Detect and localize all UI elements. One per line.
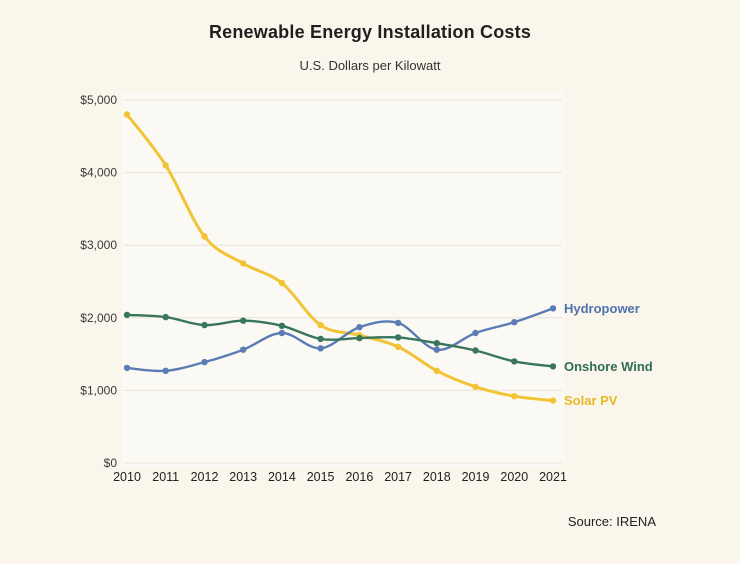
data-point-onshore-wind <box>549 363 557 370</box>
y-tick-label: $0 <box>104 456 118 470</box>
x-tick-label: 2016 <box>345 470 373 484</box>
x-tick-label: 2019 <box>462 470 490 484</box>
data-point-hydropower <box>240 346 247 353</box>
data-point-solar-pv <box>162 162 169 169</box>
data-point-hydropower <box>472 329 479 337</box>
x-tick-label: 2020 <box>500 470 528 484</box>
data-point-hydropower <box>511 319 518 326</box>
data-point-onshore-wind <box>240 317 247 324</box>
data-point-hydropower <box>549 305 557 312</box>
x-tick-label: 2014 <box>268 470 296 484</box>
data-point-hydropower <box>394 319 402 327</box>
data-point-onshore-wind <box>317 335 324 343</box>
data-point-solar-pv <box>317 321 324 329</box>
x-tick-label: 2015 <box>307 470 335 484</box>
y-tick-label: $3,000 <box>80 238 117 252</box>
data-point-hydropower <box>433 346 440 353</box>
data-point-hydropower <box>123 364 131 372</box>
data-point-onshore-wind <box>433 340 440 347</box>
data-point-solar-pv <box>511 393 518 400</box>
series-label-onshore-wind: Onshore Wind <box>564 359 653 374</box>
chart-subtitle: U.S. Dollars per Kilowatt <box>299 58 441 73</box>
x-tick-label: 2012 <box>191 470 219 484</box>
data-point-solar-pv <box>278 279 286 287</box>
data-point-onshore-wind <box>394 334 402 341</box>
series-label-hydropower: Hydropower <box>564 301 640 316</box>
x-tick-label: 2018 <box>423 470 451 484</box>
data-point-hydropower <box>356 324 363 331</box>
chart-source: Source: IRENA <box>567 514 656 529</box>
data-point-solar-pv <box>201 233 208 240</box>
y-tick-label: $1,000 <box>80 383 117 397</box>
data-point-hydropower <box>278 329 286 337</box>
data-point-onshore-wind <box>356 334 363 342</box>
y-tick-label: $5,000 <box>80 93 117 107</box>
y-tick-label: $2,000 <box>80 311 117 325</box>
data-point-onshore-wind <box>511 358 518 365</box>
data-point-hydropower <box>201 358 208 366</box>
x-tick-label: 2011 <box>152 470 179 484</box>
data-point-onshore-wind <box>278 322 286 329</box>
series-label-solar-pv: Solar PV <box>564 393 618 408</box>
data-point-solar-pv <box>472 383 479 390</box>
data-point-onshore-wind <box>201 321 208 329</box>
x-tick-label: 2013 <box>229 470 257 484</box>
chart-title: Renewable Energy Installation Costs <box>208 22 532 42</box>
x-tick-label: 2021 <box>539 470 567 484</box>
data-point-solar-pv <box>394 343 402 350</box>
x-tick-label: 2017 <box>384 470 412 484</box>
data-point-onshore-wind <box>162 313 169 321</box>
series-line-onshore-wind <box>125 313 555 368</box>
data-point-hydropower <box>162 367 169 374</box>
plot-area <box>122 91 564 468</box>
data-point-solar-pv <box>240 260 247 267</box>
data-point-solar-pv <box>549 397 557 404</box>
data-point-solar-pv <box>433 367 440 374</box>
data-point-solar-pv <box>123 111 131 118</box>
data-point-hydropower <box>317 345 324 352</box>
x-tick-label: 2010 <box>113 470 141 484</box>
y-tick-label: $4,000 <box>80 166 117 180</box>
data-point-onshore-wind <box>472 347 479 354</box>
data-point-onshore-wind <box>123 311 131 319</box>
